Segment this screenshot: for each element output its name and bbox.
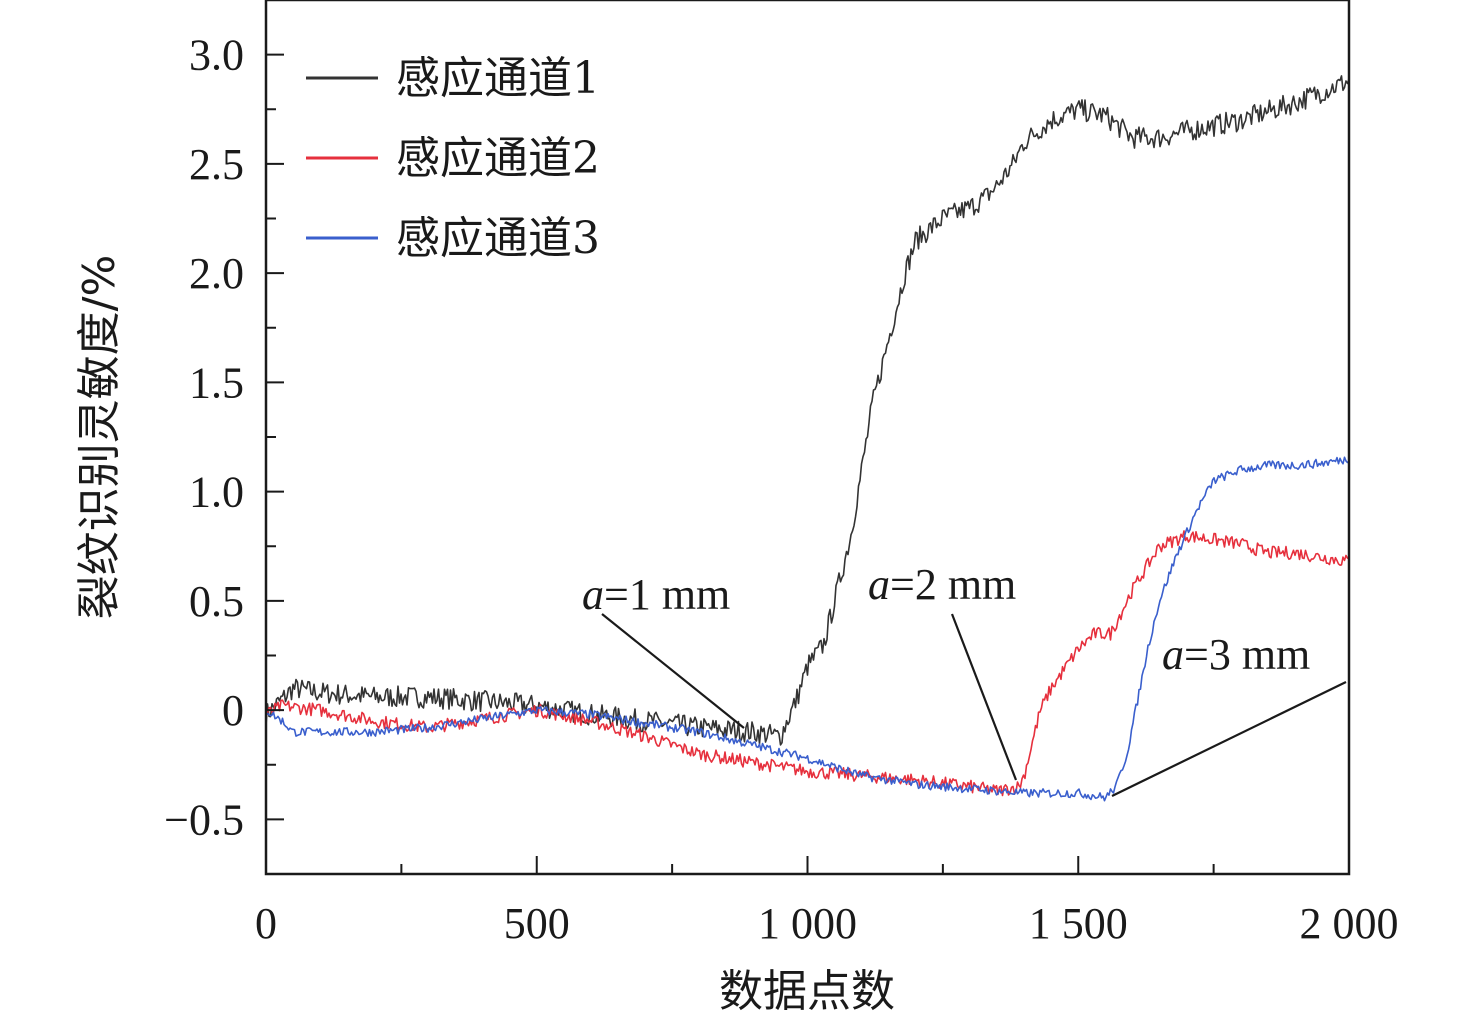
series-line-3 — [265, 456, 1350, 802]
y-axis-title: 裂纹识别灵敏度/% — [74, 255, 125, 620]
annotation-leader-1 — [601, 613, 745, 729]
legend-label-3: 感应通道3 — [396, 213, 600, 264]
annotation-leader-2 — [950, 613, 1018, 781]
y-tick-label-7: 3.0 — [189, 31, 244, 80]
y-tick-label-4: 1.5 — [189, 358, 244, 407]
y-tick-label-1: 0 — [222, 686, 244, 735]
legend-label-1: 感应通道1 — [396, 53, 600, 104]
series-line-2 — [265, 530, 1350, 797]
x-tick-label-2: 1 000 — [758, 899, 857, 948]
y-tick-label-0: −0.5 — [164, 795, 244, 844]
annotation-label-3: a=3 mm — [1162, 630, 1310, 679]
x-tick-label-3: 1 500 — [1029, 899, 1128, 948]
annotation-leader-3 — [1111, 681, 1347, 797]
legend-label-2: 感应通道2 — [396, 133, 600, 184]
y-tick-label-6: 2.5 — [189, 140, 244, 189]
y-tick-label-2: 0.5 — [189, 577, 244, 626]
y-tick-label-5: 2.0 — [189, 249, 244, 298]
y-tick-label-3: 1.0 — [189, 468, 244, 517]
series-lines — [265, 75, 1350, 802]
annotation-label-2: a=2 mm — [868, 560, 1016, 609]
annotation-label-1: a=1 mm — [582, 570, 730, 619]
plot-frame — [264, 0, 1351, 876]
x-tick-label-4: 2 000 — [1300, 899, 1399, 948]
axis-ticks: 0 500 1 000 1 500 2 000 −0.5 0 0.5 1.0 1.5 2.0 2.5 3… — [164, 31, 1398, 948]
series-line-1 — [265, 75, 1350, 746]
x-axis-title: 数据点数 — [719, 966, 895, 1017]
annotations: a=1 mm a=2 mm a=3 mm — [582, 560, 1347, 797]
legend: 感应通道1 感应通道2 感应通道3 — [306, 53, 600, 264]
x-tick-label-0: 0 — [255, 899, 277, 948]
x-tick-label-1: 500 — [504, 899, 570, 948]
